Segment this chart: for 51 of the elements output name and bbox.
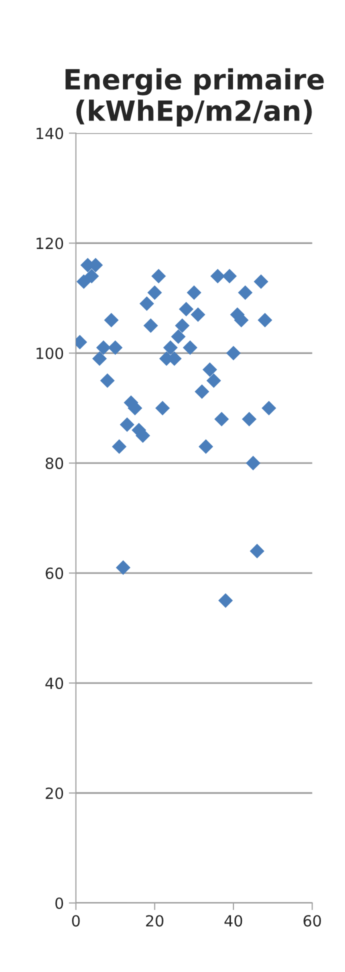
point <box>151 268 166 284</box>
chart-title: Energie primaire (kWhEp/m2/an) <box>66 68 324 126</box>
point <box>262 400 276 416</box>
point <box>190 307 206 322</box>
point <box>112 439 127 454</box>
point <box>76 274 92 289</box>
point <box>182 340 198 355</box>
point <box>120 417 134 432</box>
point <box>108 340 123 355</box>
point <box>258 312 272 328</box>
point <box>140 296 154 311</box>
point <box>246 456 260 470</box>
y-tick-label: 140 <box>36 128 64 140</box>
y-tick-label: 120 <box>36 238 64 250</box>
y-tick-label: 20 <box>46 787 64 800</box>
point <box>84 268 99 284</box>
point <box>198 439 214 454</box>
y-tick-label: 100 <box>36 348 64 360</box>
point <box>254 274 268 289</box>
point <box>143 318 158 333</box>
point <box>155 400 170 416</box>
point <box>238 285 253 300</box>
point <box>250 544 264 558</box>
point <box>171 329 186 344</box>
y-tick-label: 60 <box>46 568 64 580</box>
point <box>104 312 119 328</box>
point <box>202 362 218 377</box>
point <box>147 285 162 300</box>
point <box>214 412 229 426</box>
x-tick-label: 60 <box>304 915 321 927</box>
point <box>210 268 225 284</box>
point <box>242 412 256 426</box>
point <box>206 373 222 388</box>
point <box>222 268 237 284</box>
point <box>178 302 194 316</box>
point <box>92 351 107 366</box>
point <box>100 373 115 388</box>
point <box>226 346 241 360</box>
point <box>218 593 233 608</box>
x-tick-label: 40 <box>224 915 242 927</box>
y-tick-label: 40 <box>45 678 64 690</box>
x-tick-label: 20 <box>146 915 164 927</box>
point <box>116 560 130 575</box>
point <box>174 318 190 333</box>
x-tick-label: 0 <box>72 915 80 927</box>
point <box>96 340 111 355</box>
y-tick-label: 0 <box>55 897 64 910</box>
y-tick-label: 80 <box>46 458 64 470</box>
point <box>186 285 202 300</box>
point <box>194 384 210 399</box>
point <box>163 340 178 355</box>
